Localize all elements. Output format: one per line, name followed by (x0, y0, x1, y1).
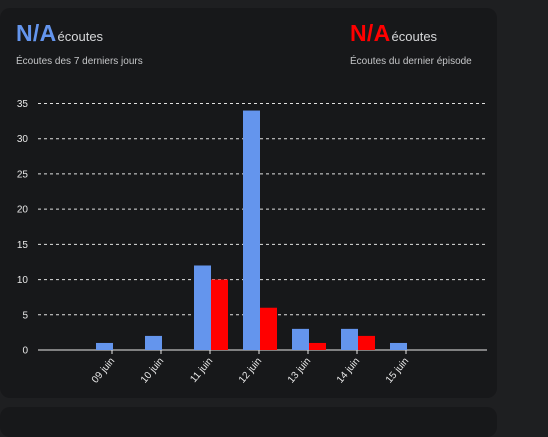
y-tick-label-20: 20 (17, 205, 29, 216)
bar-blue-6 (390, 342, 407, 350)
y-tick-label-0: 0 (22, 346, 28, 357)
x-tick-label-1: 10 juin (139, 356, 166, 386)
listens-bar-chart: 0 5 10 15 20 25 30 35 09 juin 10 juin 11 juin 12 ju… (17, 99, 487, 386)
stat-unit-7-days: écoutes (57, 29, 104, 44)
x-tick-label-2: 11 juin (188, 356, 215, 385)
x-tick-label-6: 15 juin (384, 356, 411, 386)
y-tick-label-35: 35 (17, 99, 29, 110)
y-tick-label-30: 30 (17, 134, 29, 145)
bar-red-5 (358, 335, 375, 350)
stat-subtitle-7-days: Écoutes des 7 derniers jours (16, 56, 143, 67)
y-tick-label-10: 10 (17, 275, 29, 286)
stat-value-7-days: N/A (16, 20, 57, 46)
bar-red-4 (309, 342, 326, 350)
y-tick-label-25: 25 (17, 169, 29, 180)
y-tick-label-15: 15 (17, 240, 29, 251)
stat-last-episode: N/A écoutes Écoutes du dernier épisode (350, 20, 472, 67)
bar-red-3 (260, 307, 277, 350)
bar-blue-0 (96, 342, 113, 350)
x-tick-label-0: 09 juin (90, 356, 117, 386)
bar-blue-5 (341, 328, 358, 350)
stat-subtitle-last-episode: Écoutes du dernier épisode (350, 56, 472, 67)
stat-unit-last-episode: écoutes (391, 29, 438, 44)
x-tick-label-4: 13 juin (286, 356, 313, 386)
bar-blue-4 (292, 328, 309, 350)
bar-blue-1 (145, 335, 162, 350)
bar-blue-3 (243, 110, 260, 351)
y-tick-label-5: 5 (22, 310, 28, 321)
x-tick-label-3: 12 juin (237, 356, 264, 386)
bar-blue-2 (194, 265, 211, 350)
bar-red-2 (211, 279, 228, 350)
stat-last-7-days: N/A écoutes Écoutes des 7 derniers jours (16, 20, 143, 67)
stat-value-last-episode: N/A (350, 20, 391, 46)
x-tick-label-5: 14 juin (335, 356, 362, 386)
